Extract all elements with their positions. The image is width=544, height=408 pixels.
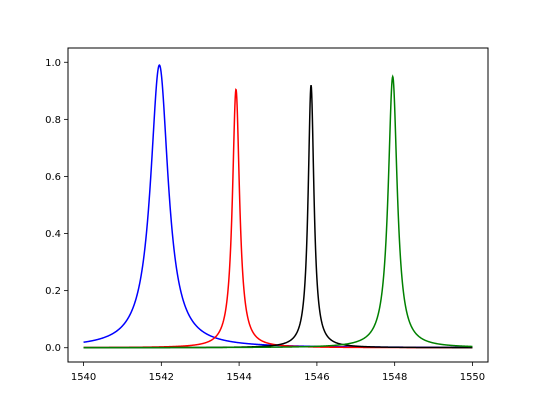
series-line-3: [83, 85, 473, 349]
series-line-2: [83, 88, 473, 349]
x-tick-label: 1546: [304, 372, 329, 383]
x-tick-label: 1548: [382, 372, 407, 383]
series-line-1: [83, 64, 473, 349]
x-tick-label: 1544: [226, 372, 251, 383]
x-tick-label: 1540: [71, 372, 96, 383]
x-tick-label: 1550: [460, 372, 485, 383]
y-axis: 0.0 0.2 0.4 0.6 0.8 1.0: [45, 58, 68, 354]
x-tick-label: 1542: [149, 372, 174, 383]
y-tick-label: 1.0: [45, 58, 61, 69]
y-tick-label: 0.0: [45, 343, 61, 354]
series-line-4: [83, 74, 473, 349]
y-tick-label: 0.8: [45, 115, 61, 126]
plot-series: [83, 64, 473, 349]
x-axis: 1540 1542 1544 1546 1548 1550: [71, 362, 485, 383]
plot-frame: [67, 47, 489, 363]
y-tick-label: 0.4: [45, 229, 61, 240]
y-tick-label: 0.2: [45, 286, 61, 297]
y-tick-label: 0.6: [45, 172, 61, 183]
